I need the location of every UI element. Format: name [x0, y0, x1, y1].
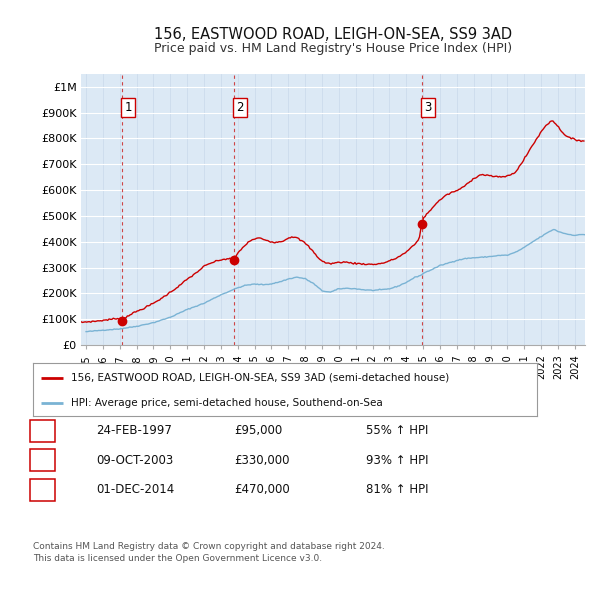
Text: 156, EASTWOOD ROAD, LEIGH-ON-SEA, SS9 3AD (semi-detached house): 156, EASTWOOD ROAD, LEIGH-ON-SEA, SS9 3A… — [71, 373, 449, 383]
Text: 156, EASTWOOD ROAD, LEIGH-ON-SEA, SS9 3AD: 156, EASTWOOD ROAD, LEIGH-ON-SEA, SS9 3A… — [154, 27, 512, 41]
Text: 09-OCT-2003: 09-OCT-2003 — [96, 454, 173, 467]
Text: 55% ↑ HPI: 55% ↑ HPI — [366, 424, 428, 437]
Text: 2: 2 — [236, 101, 244, 114]
Text: 93% ↑ HPI: 93% ↑ HPI — [366, 454, 428, 467]
Text: 1: 1 — [39, 424, 46, 437]
Text: 1: 1 — [124, 101, 132, 114]
Text: HPI: Average price, semi-detached house, Southend-on-Sea: HPI: Average price, semi-detached house,… — [71, 398, 383, 408]
Text: £330,000: £330,000 — [234, 454, 290, 467]
Text: 01-DEC-2014: 01-DEC-2014 — [96, 483, 174, 496]
Text: 3: 3 — [39, 483, 46, 496]
Text: 3: 3 — [424, 101, 432, 114]
Text: 2: 2 — [39, 454, 46, 467]
Text: Price paid vs. HM Land Registry's House Price Index (HPI): Price paid vs. HM Land Registry's House … — [154, 42, 512, 55]
Text: 24-FEB-1997: 24-FEB-1997 — [96, 424, 172, 437]
Text: £470,000: £470,000 — [234, 483, 290, 496]
Text: Contains HM Land Registry data © Crown copyright and database right 2024.
This d: Contains HM Land Registry data © Crown c… — [33, 542, 385, 563]
Text: £95,000: £95,000 — [234, 424, 282, 437]
Text: 81% ↑ HPI: 81% ↑ HPI — [366, 483, 428, 496]
